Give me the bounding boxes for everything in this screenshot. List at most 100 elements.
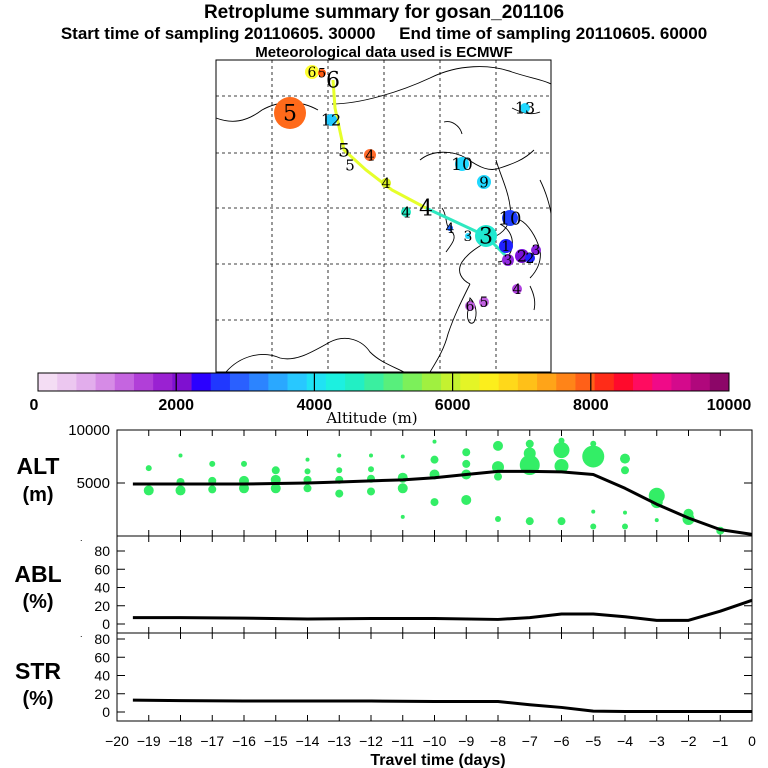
altitude-colorbar: 0 2000 4000 6000 8000 10000 Altitude (m) xyxy=(30,372,752,427)
map-marker-dot xyxy=(475,225,497,247)
map-marker-label: 2 xyxy=(517,247,527,266)
colorbar-swatch xyxy=(575,373,596,391)
map-marker-dot xyxy=(520,103,530,113)
colorbar-swatch xyxy=(249,373,269,391)
map-marker-dot xyxy=(499,239,513,253)
map-marker: 1 xyxy=(499,239,513,255)
colorbar-tick-label: 2000 xyxy=(158,397,194,414)
colorbar-swatch xyxy=(402,373,423,391)
plume-dot xyxy=(622,523,628,530)
plume-dot xyxy=(430,498,439,507)
colorbar-swatch xyxy=(594,373,615,391)
colorbar-swatch xyxy=(709,373,730,391)
x-tick-label: −3 xyxy=(649,733,665,749)
colorbar-tick-label: 0 xyxy=(30,397,39,414)
plume-dot xyxy=(430,455,439,464)
map-marker: 6 xyxy=(465,299,475,315)
coastline xyxy=(443,121,463,135)
colorbar-swatch xyxy=(57,373,77,391)
colorbar-swatch xyxy=(517,373,538,391)
plume-dot xyxy=(494,472,502,481)
x-tick-label: −8 xyxy=(490,733,506,749)
x-tick-label: −13 xyxy=(327,733,351,749)
colorbar-swatch xyxy=(229,373,250,391)
map-marker-label: 5 xyxy=(480,295,489,311)
panel-ylabel-unit: (%) xyxy=(22,688,53,710)
colorbar-swatch xyxy=(690,373,711,391)
plume-dot xyxy=(239,483,249,494)
map-marker-dot xyxy=(381,178,391,188)
end-time-label: End time of sampling 20110605. 60000 xyxy=(399,24,708,43)
map-marker-label: 4 xyxy=(446,221,455,237)
x-tick-label: −2 xyxy=(681,733,697,749)
map-marker: 3 xyxy=(475,225,497,250)
map-marker: 4 xyxy=(381,176,391,192)
map-marker-label: 10 xyxy=(499,208,522,229)
trajectory-line xyxy=(331,79,427,210)
map-marker: 4 xyxy=(364,146,376,164)
plume-dot xyxy=(654,518,659,523)
map-marker: 3 xyxy=(502,253,514,269)
colorbar-tick-label: 4000 xyxy=(297,397,333,414)
plume-dot xyxy=(558,437,565,444)
met-data-label: Meteorological data used is ECMWF xyxy=(255,44,513,61)
map-marker-dot xyxy=(512,284,522,294)
x-tick-label: −4 xyxy=(617,733,633,749)
colorbar-swatch xyxy=(133,373,154,391)
x-tick-label: −12 xyxy=(359,733,383,749)
map-marker: 5 xyxy=(338,140,350,162)
y-tick-label: 60 xyxy=(94,561,110,577)
plume-dot xyxy=(525,439,534,448)
colorbar-swatch xyxy=(172,373,192,391)
chart-title: Retroplume summary for gosan_201106 xyxy=(203,2,565,23)
plume-dot xyxy=(400,454,405,459)
y-tick-label: 80 xyxy=(94,631,110,647)
map-marker-label: 5 xyxy=(338,140,350,162)
y-tick-label: 40 xyxy=(94,580,110,596)
map-marker-dot xyxy=(502,254,514,266)
plume-dot xyxy=(369,453,373,458)
map-marker: 5 xyxy=(274,97,306,129)
x-tick-label: −5 xyxy=(585,733,601,749)
plume-dot xyxy=(337,453,342,458)
plume-dot xyxy=(493,440,503,451)
plume-dot xyxy=(432,439,437,444)
colorbar-swatch xyxy=(671,373,692,391)
map-marker-label: 3 xyxy=(479,225,493,250)
colorbar-swatch xyxy=(633,373,653,391)
colorbar-swatch xyxy=(76,373,96,391)
map-marker: 13 xyxy=(515,99,535,118)
plume-dot xyxy=(335,489,344,498)
colorbar-tick-label: 10000 xyxy=(707,397,752,414)
colorbar-frame xyxy=(37,372,730,392)
map-marker-label: 3 xyxy=(464,229,473,245)
plume-dot xyxy=(209,460,216,467)
map-marker-label: 9 xyxy=(479,173,489,191)
map-marker-dot xyxy=(274,97,306,129)
x-tick-label: −9 xyxy=(458,733,474,749)
y-tick-label: 80 xyxy=(94,543,110,559)
plume-dot xyxy=(590,523,597,530)
panel-frame xyxy=(116,632,753,722)
plume-dot xyxy=(305,457,310,462)
map-marker: 3 xyxy=(464,229,473,245)
map-marker-label: 4 xyxy=(365,146,375,164)
map-marker-label: 6 xyxy=(466,299,475,315)
colorbar-tick-label: 6000 xyxy=(435,397,471,414)
panel-ylabel: ALT xyxy=(16,453,59,479)
map-marker-label: 13 xyxy=(515,99,535,118)
y-tick-label: 40 xyxy=(94,668,110,684)
x-tick-label: −17 xyxy=(200,733,224,749)
map-marker-dot xyxy=(502,210,518,226)
coastline xyxy=(331,66,552,105)
plume-dot xyxy=(367,487,375,496)
plume-dot xyxy=(623,510,627,515)
map-marker: 4 xyxy=(446,221,455,237)
map-marker-label: 4 xyxy=(513,282,522,298)
colorbar-title: Altitude (m) xyxy=(325,409,417,427)
map-marker: 5 xyxy=(345,156,355,174)
x-tick-label: −11 xyxy=(391,733,414,749)
map-marker-dot xyxy=(305,65,319,79)
